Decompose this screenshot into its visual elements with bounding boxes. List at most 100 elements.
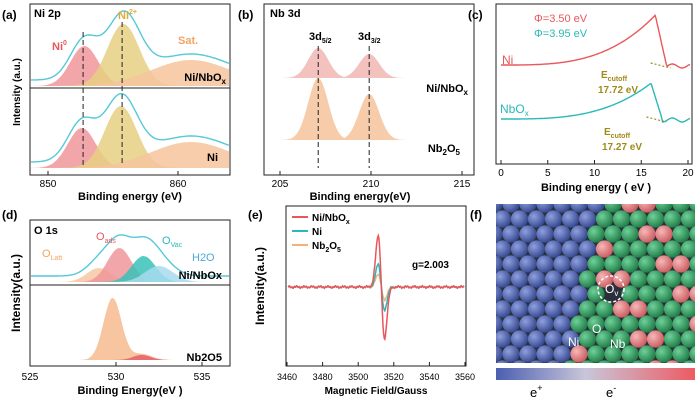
label-oads: Oads [96, 231, 116, 245]
panel-c-ticklabel-0: 0 [498, 168, 504, 179]
nb-atom-88 [689, 255, 695, 273]
panel-f: (f) Ov O Ni Nb e+ e- [468, 180, 695, 400]
ni-atom-64 [544, 240, 563, 258]
nb-atom-172 [587, 345, 605, 363]
o-atom-25 [638, 204, 656, 213]
panel-d-ticklabel-525: 525 [22, 372, 39, 383]
panel-c-xlabel: Binding energy ( eV ) [541, 182, 651, 194]
ni-atom-48 [519, 225, 537, 243]
panel-f-letter: (f) [470, 208, 482, 222]
legend-label-ninbox: Ni/NbOx [312, 213, 350, 226]
nb-atom-115 [638, 285, 656, 303]
panel-b: (b) Nb 3d 3d5/2 3d3/2 Ni/NbOx Nb2O5 205 … [238, 3, 475, 203]
panel-a-ninbox-envelope [30, 10, 230, 81]
panel-d-title: O 1s [34, 225, 58, 237]
nb-atom-70 [646, 240, 665, 258]
nb-atom-116 [655, 285, 673, 303]
panel-c-cutoff-ni [650, 62, 671, 69]
ni-atom-22 [587, 204, 605, 213]
nb-atom-27 [672, 204, 690, 213]
panel-d-frame [29, 219, 231, 367]
nb-atom-130 [646, 300, 665, 318]
ni-atom-62 [510, 240, 529, 258]
ni-atom-139 [536, 315, 554, 333]
label-3d52: 3d5/2 [309, 31, 332, 45]
panel-a-ticklabel-850: 850 [40, 179, 57, 190]
label-o-atom: O [592, 322, 601, 336]
panel-b-frame [263, 3, 475, 176]
panel-c: (c) Φ=3.50 eV Φ=3.95 eV Ni NbOx Ecutoff … [468, 3, 694, 194]
label-olatt: OLatt [42, 248, 62, 262]
nb-atom-176 [655, 345, 673, 363]
panel-c-frame [495, 3, 693, 165]
ecut-ni-value: 17.72 eV [598, 85, 638, 96]
nb-atom-41 [663, 210, 682, 228]
panel-a-ninbox-peak-2 [31, 60, 229, 86]
nb-atom-185 [564, 360, 577, 363]
ni-atom-46 [496, 225, 503, 243]
ni-atom-105 [468, 285, 485, 302]
panel-d-sample-top: Ni/NbOx [179, 270, 223, 282]
panel-e-xlabel: Magnetic Field/Gauss [325, 386, 428, 397]
ecut-nbox-title: Ecutoff [604, 127, 631, 140]
ni-atom-50 [553, 225, 571, 243]
ecut-ni-title: Ecutoff [601, 70, 628, 83]
ni-atom-155 [561, 330, 580, 348]
label-h2o: H2O [192, 252, 215, 264]
nb-atom-101 [663, 270, 682, 288]
panel-e-ylabel: Intensity(a.u.) [253, 247, 267, 325]
nb-atom-112 [587, 285, 605, 303]
label-c-nbox: NbOx [500, 102, 529, 118]
nb-atom-38 [612, 210, 631, 228]
nb-atom-100 [646, 270, 665, 288]
nb-atom-40 [646, 210, 665, 228]
ni-atom-77 [502, 255, 520, 273]
panel-a-sample-bottom: Ni [207, 152, 218, 164]
panel-d-ylabel: Intensity(a.u.) [9, 254, 23, 332]
ni-atom-61 [496, 240, 512, 258]
nb-atom-84 [621, 255, 639, 273]
ni-atom-32 [510, 210, 529, 228]
nb-atom-54 [621, 225, 639, 243]
o-atom-67 [595, 240, 614, 258]
nb-atom-141 [570, 315, 588, 333]
ni-atom-75 [468, 255, 485, 272]
ni-atom-17 [502, 204, 520, 213]
ni-atom-90 [477, 270, 494, 287]
panel-d-ninbox-peak-2 [31, 256, 229, 282]
nb-atom-178 [689, 345, 695, 363]
panel-e-ticklabel-3500: 3500 [348, 372, 368, 382]
panel-b-nb2o5-peak-1 [265, 94, 473, 140]
ni-atom-124 [544, 300, 563, 318]
panel-d-sample-bottom: Nb2O5 [187, 352, 222, 364]
nb-atom-188 [615, 360, 628, 363]
panel-d-ticklabel-535: 535 [194, 372, 211, 383]
ni-atom-153 [527, 330, 546, 348]
label-3d32: 3d3/2 [358, 31, 381, 45]
panel-a-ni-peak-1 [31, 106, 229, 168]
panel-d-ninbox-peak-1 [31, 248, 229, 282]
panel-b-nb2o5-peak-0 [265, 78, 473, 140]
phi-ni: Φ=3.50 eV [534, 13, 588, 25]
nb-atom-175 [638, 345, 656, 363]
ni-atom-122 [510, 300, 529, 318]
label-c-ni: Ni [502, 53, 513, 67]
phi-nbox: Φ=3.95 eV [534, 28, 588, 40]
nb-atom-131 [663, 300, 682, 318]
ni-atom-135 [468, 315, 485, 332]
label-sat: Sat. [178, 35, 198, 47]
nb-atom-187 [598, 360, 611, 363]
nb-atom-173 [604, 345, 622, 363]
nb-atom-71 [663, 240, 682, 258]
panel-d-ninbox-peak-0 [31, 268, 229, 282]
ni-atom-0 [477, 180, 494, 197]
panel-e: (e) Intensity(a.u.) Ni/NbOx Ni Nb2O5 g=2… [248, 205, 475, 397]
o-atom-171 [570, 345, 588, 363]
panel-a-frame [29, 3, 231, 176]
panel-a-ninbox-peak-1 [31, 24, 229, 86]
label-ni-atom: Ni [568, 335, 579, 349]
legend-label-nb2o5: Nb2O5 [312, 241, 341, 254]
panel-c-curve-nbox [501, 82, 691, 123]
panel-e-legend: Ni/NbOx Ni Nb2O5 [292, 213, 350, 254]
